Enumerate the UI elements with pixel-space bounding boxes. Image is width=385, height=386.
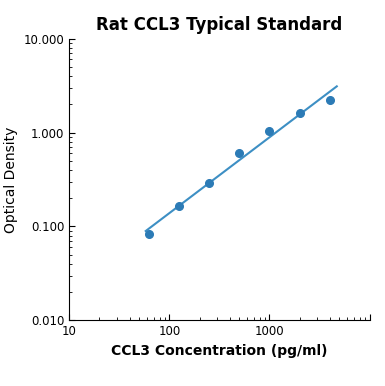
- Title: Rat CCL3 Typical Standard: Rat CCL3 Typical Standard: [96, 16, 343, 34]
- X-axis label: CCL3 Concentration (pg/ml): CCL3 Concentration (pg/ml): [111, 344, 328, 358]
- Y-axis label: Optical Density: Optical Density: [4, 126, 18, 233]
